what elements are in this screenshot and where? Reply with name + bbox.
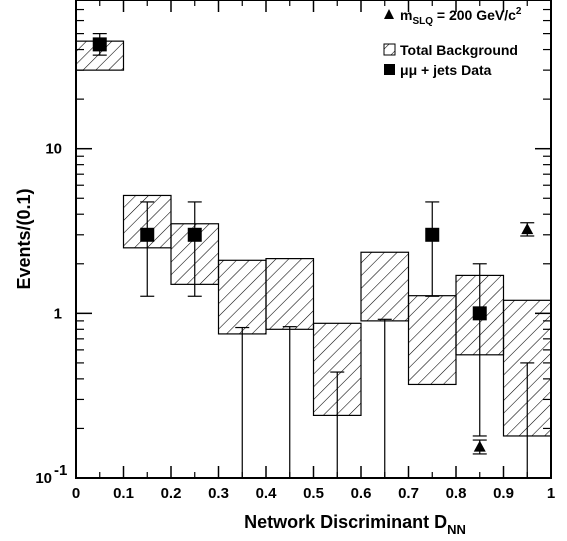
x-axis-title-sub: NN: [447, 522, 466, 537]
y-tick-label: 10: [35, 470, 52, 487]
data-point-9: [472, 306, 487, 321]
signal-point-1: [473, 440, 486, 452]
x-tick-label: 0.4: [256, 485, 278, 502]
legend-signal-marker: [384, 9, 394, 19]
data-series: [92, 33, 535, 478]
legend-data-label: μμ + jets Data: [400, 62, 492, 78]
data-point-1: [92, 37, 107, 52]
legend-background-label: Total Background: [400, 42, 518, 58]
background-bin-7: [360, 251, 410, 322]
x-tick-label: 0.1: [113, 485, 134, 502]
x-tick-label: 0.3: [208, 485, 229, 502]
background-bin-5: [265, 258, 315, 330]
x-tick-label: 0.9: [493, 485, 514, 502]
x-tick-label: 0.8: [446, 485, 467, 502]
x-tick-label: 0: [72, 485, 80, 502]
x-tick-label: 0.5: [303, 485, 324, 502]
x-tick-label: 0.2: [161, 485, 182, 502]
y-tick-label: 1: [54, 305, 62, 322]
data-point-3: [187, 227, 202, 242]
x-tick-label: 0.6: [351, 485, 372, 502]
x-axis-title: Network Discriminant DNN: [244, 512, 466, 537]
y-tick-label-exponent: -1: [54, 462, 67, 479]
y-axis-title: Events/(0.1): [14, 188, 34, 289]
legend-background-swatch: [383, 43, 396, 56]
signal-point-2: [521, 223, 534, 235]
data-point-2: [140, 227, 155, 242]
legend-data-marker: [384, 64, 395, 75]
background-bin-8: [407, 295, 457, 386]
background-bin-4: [217, 259, 267, 335]
x-tick-label: 0.7: [398, 485, 419, 502]
y-tick-label: 10: [45, 141, 62, 158]
legend-signal-label: mSLQ = 200 GeV/c2: [400, 6, 522, 27]
x-axis-title-main: Network Discriminant D: [244, 512, 447, 532]
legend: mSLQ = 200 GeV/c2 Total Background μμ + …: [383, 6, 522, 78]
x-tick-label: 1: [547, 485, 555, 502]
signal-series: [472, 222, 535, 455]
data-point-8: [425, 227, 440, 242]
